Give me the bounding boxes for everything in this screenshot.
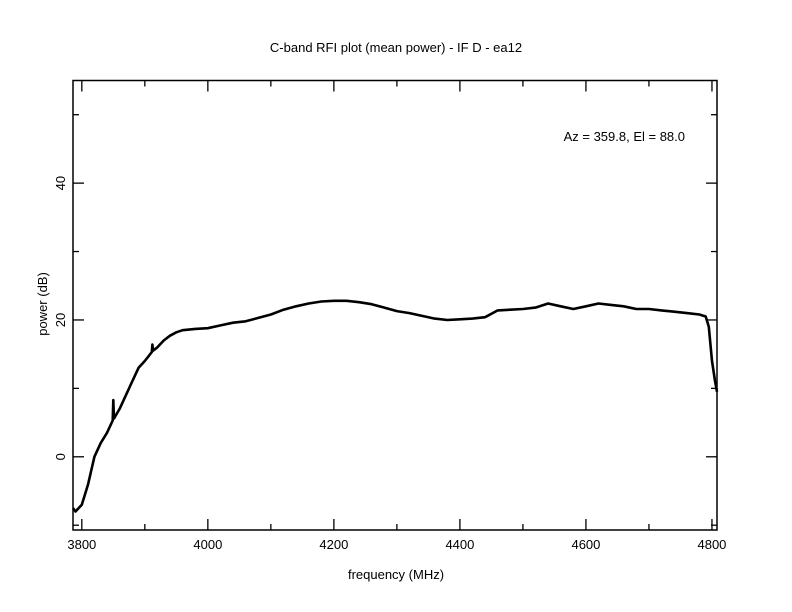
x-tick-label: 4800 <box>697 537 726 552</box>
series-line-mean-power <box>71 299 719 513</box>
x-tick-label: 4200 <box>319 537 348 552</box>
y-tick-label: 0 <box>53 453 68 460</box>
y-tick-label: 20 <box>53 313 68 327</box>
x-tick-label: 4000 <box>193 537 222 552</box>
x-tick-label: 4400 <box>445 537 474 552</box>
plot-frame <box>72 79 718 531</box>
annotation-az-el: Az = 359.8, El = 88.0 <box>564 129 685 144</box>
axis-ticks <box>73 80 717 530</box>
tick-labels: 3800 4000 4200 4400 4600 4800 0 20 40 <box>53 176 726 552</box>
y-tick-label: 40 <box>53 176 68 190</box>
x-tick-label: 4600 <box>571 537 600 552</box>
x-tick-label: 3800 <box>67 537 96 552</box>
y-axis-label: power (dB) <box>35 272 50 336</box>
chart-title: C-band RFI plot (mean power) - IF D - ea… <box>270 40 522 55</box>
x-axis-label: frequency (MHz) <box>348 567 444 582</box>
